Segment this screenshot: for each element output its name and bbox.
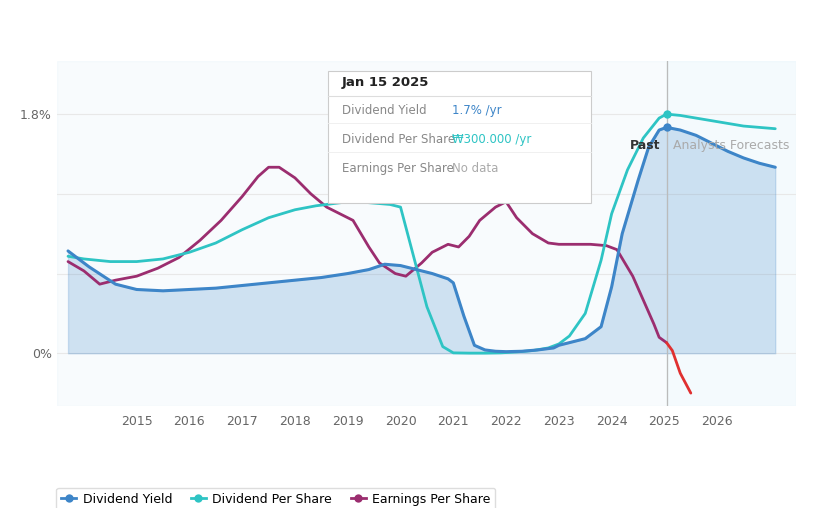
Text: Dividend Yield: Dividend Yield [342, 104, 426, 117]
Text: No data: No data [452, 162, 498, 175]
Text: ₩300.000 /yr: ₩300.000 /yr [452, 133, 532, 146]
Bar [667, 61, 796, 406]
Legend: Dividend Yield, Dividend Per Share, Earnings Per Share: Dividend Yield, Dividend Per Share, Earn… [57, 488, 495, 508]
Text: Earnings Per Share: Earnings Per Share [342, 162, 453, 175]
Text: Jan 15 2025: Jan 15 2025 [342, 76, 429, 89]
Bar [57, 61, 667, 406]
Text: 1.7% /yr: 1.7% /yr [452, 104, 502, 117]
Text: Analysts Forecasts: Analysts Forecasts [673, 139, 789, 152]
Text: Past: Past [630, 139, 660, 152]
Text: Dividend Per Share: Dividend Per Share [342, 133, 455, 146]
